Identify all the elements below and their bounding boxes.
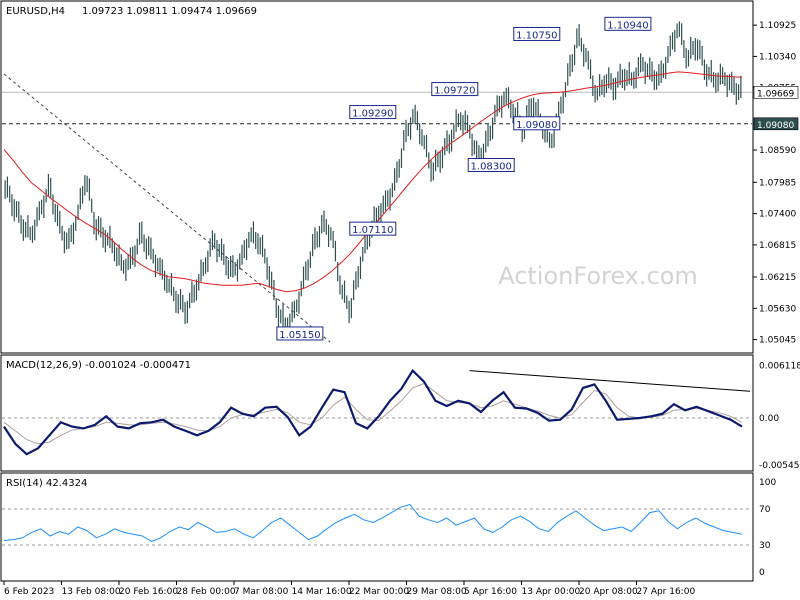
price-label-box [513, 26, 561, 41]
rsi-axis-label: 100 [759, 478, 776, 488]
rsi-axis-label: 70 [759, 505, 771, 515]
price-label: 1.08300 [467, 158, 515, 173]
macd-panel-frame [0, 354, 754, 472]
x-axis-label: 28 Feb 00:00 [177, 587, 236, 597]
price-axis-label: 1.10340 [759, 52, 796, 62]
x-axis-label: 13 Apr 00:00 [522, 587, 581, 597]
price-label-text: 1.09720 [434, 86, 475, 97]
macd-series-group [2, 368, 752, 456]
price-label: 1.09290 [349, 105, 397, 120]
price-label: 1.09080 [513, 116, 561, 131]
axis-group: 1.109251.103401.097551.090801.085901.079… [3, 21, 800, 597]
price-axis-label: 1.07400 [759, 210, 796, 220]
price-panel-ohlc: 1.09723 1.09811 1.09474 1.09669 [82, 6, 257, 17]
price-axis-label: 1.06215 [759, 273, 796, 283]
price-axis-label: 1.06815 [759, 241, 796, 251]
price-panel-symbol: EURUSD,H4 [6, 6, 65, 17]
macd-main-line [3, 368, 743, 456]
price-label-box [431, 82, 479, 97]
price-axis-marker-text: 1.09669 [757, 89, 794, 99]
x-axis-label: 13 Feb 08:00 [62, 587, 121, 597]
price-trendline [3, 73, 331, 343]
price-axis-label: 1.10925 [759, 21, 796, 31]
rsi-panel-title: RSI(14) 42.4324 [6, 478, 87, 489]
macd-trendline [469, 370, 751, 392]
price-axis-marker-box [753, 117, 799, 131]
price-label-box [513, 116, 561, 131]
price-label-text: 1.05150 [279, 330, 320, 341]
price-label: 1.10750 [513, 26, 561, 41]
x-axis-label: 20 Apr 08:00 [579, 587, 638, 597]
rsi-series-group [2, 503, 752, 546]
macd-panel-title: MACD(12,26,9) -0.001024 -0.000471 [6, 360, 191, 371]
rsi-axis-label: 30 [759, 541, 771, 551]
price-series-group: 1.10940 1.10750 1.09720 1.09290 1.09080 1.083… [2, 16, 752, 343]
price-axis-label: 1.08590 [759, 146, 796, 156]
price-axis-label: 1.07985 [759, 178, 796, 188]
price-label-text: 1.09080 [516, 120, 557, 131]
x-axis-label: 14 Mar 16:00 [292, 587, 352, 597]
price-panel-frame [0, 0, 754, 354]
x-axis-label: 6 Feb 2023 [4, 587, 54, 597]
x-axis-label: 5 Apr 16:00 [464, 587, 517, 597]
x-axis-label: 20 Feb 16:00 [119, 587, 178, 597]
price-label-box [604, 16, 652, 31]
price-label: 1.05150 [276, 326, 324, 341]
macd-signal-line [3, 382, 743, 445]
price-axis-label: 1.05045 [759, 336, 796, 346]
price-label-text: 1.10750 [516, 30, 557, 41]
price-axis-marker-text: 1.09080 [757, 121, 794, 131]
price-label: 1.10940 [604, 16, 652, 31]
price-label-text: 1.10940 [607, 20, 648, 31]
price-axis-marker-box [753, 85, 799, 99]
price-label: 1.07110 [349, 221, 397, 236]
x-axis-label: 27 Apr 16:00 [637, 587, 696, 597]
price-label-box [349, 221, 397, 236]
rsi-axis-label: 0 [759, 568, 765, 578]
watermark-text: ActionForex.com [498, 262, 698, 290]
price-label: 1.09720 [431, 82, 479, 97]
price-label-text: 1.09290 [352, 109, 393, 120]
price-label-box [276, 326, 324, 341]
price-axis-label: 1.05630 [759, 304, 796, 314]
x-axis-label: 22 Mar 00:00 [349, 587, 409, 597]
rsi-panel-frame [0, 472, 754, 582]
x-axis-label: 29 Mar 08:00 [407, 587, 467, 597]
macd-axis-label: 0.006118 [759, 361, 800, 371]
rsi-line [3, 503, 743, 542]
x-axis-label: 7 Mar 08:00 [234, 587, 289, 597]
price-label-text: 1.08300 [471, 162, 512, 173]
price-label-box [467, 158, 515, 173]
macd-axis-label: -0.005458 [759, 461, 800, 471]
price-label-text: 1.07110 [352, 225, 393, 236]
price-label-box [349, 105, 397, 120]
macd-axis-label: 0.00 [759, 414, 779, 424]
